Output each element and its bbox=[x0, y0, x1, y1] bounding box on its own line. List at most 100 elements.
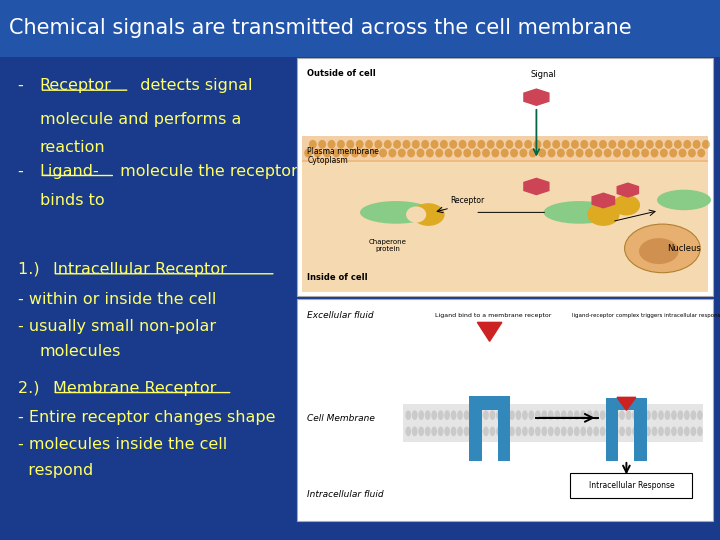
Ellipse shape bbox=[562, 140, 570, 149]
Text: Membrane Receptor: Membrane Receptor bbox=[53, 381, 216, 396]
Ellipse shape bbox=[398, 148, 406, 158]
Ellipse shape bbox=[431, 410, 437, 420]
Ellipse shape bbox=[679, 148, 687, 158]
Polygon shape bbox=[592, 193, 615, 208]
Ellipse shape bbox=[492, 148, 500, 158]
Ellipse shape bbox=[567, 148, 575, 158]
Ellipse shape bbox=[642, 148, 649, 158]
Bar bbox=[606, 410, 618, 461]
Ellipse shape bbox=[522, 427, 528, 436]
Ellipse shape bbox=[671, 427, 677, 436]
Ellipse shape bbox=[313, 148, 321, 158]
Ellipse shape bbox=[646, 140, 654, 149]
Ellipse shape bbox=[483, 410, 489, 420]
Ellipse shape bbox=[449, 140, 457, 149]
Ellipse shape bbox=[444, 410, 450, 420]
Ellipse shape bbox=[490, 427, 495, 436]
Ellipse shape bbox=[412, 427, 418, 436]
Ellipse shape bbox=[645, 410, 651, 420]
Ellipse shape bbox=[470, 410, 476, 420]
Ellipse shape bbox=[501, 148, 509, 158]
Ellipse shape bbox=[473, 148, 481, 158]
Text: -: - bbox=[18, 78, 29, 93]
Ellipse shape bbox=[516, 410, 521, 420]
Text: Cell Membrane: Cell Membrane bbox=[307, 414, 375, 423]
Text: Intracellular Response: Intracellular Response bbox=[589, 481, 674, 490]
Ellipse shape bbox=[567, 427, 573, 436]
Text: molecules: molecules bbox=[40, 344, 121, 359]
Ellipse shape bbox=[590, 140, 598, 149]
Ellipse shape bbox=[412, 410, 418, 420]
Text: Inside of cell: Inside of cell bbox=[307, 273, 368, 282]
Ellipse shape bbox=[574, 410, 580, 420]
Ellipse shape bbox=[593, 410, 599, 420]
Ellipse shape bbox=[477, 140, 485, 149]
Ellipse shape bbox=[665, 427, 670, 436]
Ellipse shape bbox=[618, 140, 626, 149]
Ellipse shape bbox=[593, 427, 599, 436]
Ellipse shape bbox=[454, 148, 462, 158]
Ellipse shape bbox=[535, 410, 541, 420]
Ellipse shape bbox=[690, 410, 696, 420]
Text: Signal: Signal bbox=[531, 70, 557, 79]
Ellipse shape bbox=[445, 148, 453, 158]
Ellipse shape bbox=[346, 140, 354, 149]
Text: Excellular fluid: Excellular fluid bbox=[307, 310, 374, 320]
Ellipse shape bbox=[665, 140, 672, 149]
Ellipse shape bbox=[626, 410, 631, 420]
Ellipse shape bbox=[580, 427, 586, 436]
Ellipse shape bbox=[698, 148, 706, 158]
Ellipse shape bbox=[505, 140, 513, 149]
Polygon shape bbox=[524, 178, 549, 194]
Ellipse shape bbox=[337, 140, 345, 149]
Ellipse shape bbox=[451, 410, 456, 420]
Ellipse shape bbox=[524, 140, 532, 149]
Ellipse shape bbox=[544, 201, 616, 224]
Text: - usually small non-polar: - usually small non-polar bbox=[18, 319, 216, 334]
Ellipse shape bbox=[548, 410, 554, 420]
Ellipse shape bbox=[490, 410, 495, 420]
Text: Intracellular fluid: Intracellular fluid bbox=[307, 490, 384, 499]
Ellipse shape bbox=[529, 148, 537, 158]
Ellipse shape bbox=[360, 201, 432, 224]
Ellipse shape bbox=[328, 140, 336, 149]
Ellipse shape bbox=[438, 410, 444, 420]
Ellipse shape bbox=[318, 140, 326, 149]
Ellipse shape bbox=[425, 410, 431, 420]
Ellipse shape bbox=[510, 148, 518, 158]
Ellipse shape bbox=[528, 427, 534, 436]
Ellipse shape bbox=[503, 427, 508, 436]
Text: Cytoplasm: Cytoplasm bbox=[307, 156, 348, 165]
Text: binds to: binds to bbox=[40, 193, 104, 208]
Text: Intracellular Receptor: Intracellular Receptor bbox=[53, 262, 226, 277]
Ellipse shape bbox=[655, 140, 663, 149]
Ellipse shape bbox=[690, 427, 696, 436]
Polygon shape bbox=[617, 397, 636, 410]
Ellipse shape bbox=[652, 410, 657, 420]
Ellipse shape bbox=[543, 140, 551, 149]
Ellipse shape bbox=[438, 427, 444, 436]
Ellipse shape bbox=[503, 410, 508, 420]
Ellipse shape bbox=[436, 148, 444, 158]
Ellipse shape bbox=[587, 410, 593, 420]
Ellipse shape bbox=[509, 410, 515, 420]
Ellipse shape bbox=[660, 148, 668, 158]
Ellipse shape bbox=[370, 148, 377, 158]
Ellipse shape bbox=[483, 427, 489, 436]
Text: 2.): 2.) bbox=[18, 381, 45, 396]
Ellipse shape bbox=[487, 140, 495, 149]
Ellipse shape bbox=[431, 427, 437, 436]
Ellipse shape bbox=[639, 427, 644, 436]
Ellipse shape bbox=[651, 148, 659, 158]
Ellipse shape bbox=[697, 410, 703, 420]
Ellipse shape bbox=[645, 427, 651, 436]
Ellipse shape bbox=[379, 148, 387, 158]
Ellipse shape bbox=[619, 427, 625, 436]
Ellipse shape bbox=[613, 427, 618, 436]
Ellipse shape bbox=[639, 238, 679, 264]
Ellipse shape bbox=[613, 410, 618, 420]
Ellipse shape bbox=[496, 140, 504, 149]
Ellipse shape bbox=[477, 427, 482, 436]
Ellipse shape bbox=[623, 148, 631, 158]
Bar bbox=[302, 63, 708, 135]
